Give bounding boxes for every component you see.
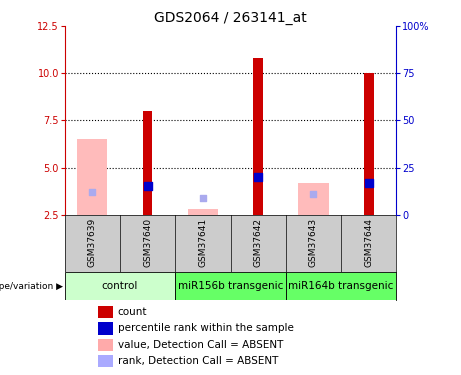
Text: GSM37639: GSM37639: [88, 218, 97, 267]
Text: miR164b transgenic: miR164b transgenic: [289, 281, 394, 291]
Point: [89, 189, 96, 195]
Point: [254, 174, 262, 180]
Title: GDS2064 / 263141_at: GDS2064 / 263141_at: [154, 11, 307, 25]
Point: [310, 191, 317, 197]
Text: percentile rank within the sample: percentile rank within the sample: [118, 324, 294, 333]
Bar: [98, 322, 112, 334]
Bar: [98, 339, 112, 351]
Point: [144, 183, 151, 189]
Bar: [142, 111, 153, 215]
Text: value, Detection Call = ABSENT: value, Detection Call = ABSENT: [118, 340, 283, 350]
Text: GSM37643: GSM37643: [309, 218, 318, 267]
Text: count: count: [118, 307, 147, 317]
Point: [199, 195, 207, 201]
Bar: [98, 306, 112, 318]
Bar: [77, 140, 107, 215]
Text: miR156b transgenic: miR156b transgenic: [178, 281, 283, 291]
Text: control: control: [102, 281, 138, 291]
Text: GSM37642: GSM37642: [254, 218, 263, 267]
Text: rank, Detection Call = ABSENT: rank, Detection Call = ABSENT: [118, 356, 278, 366]
Point: [365, 180, 372, 186]
Bar: [298, 183, 329, 215]
Bar: [188, 209, 218, 215]
Text: GSM37641: GSM37641: [198, 218, 207, 267]
Text: genotype/variation ▶: genotype/variation ▶: [0, 282, 64, 291]
Text: GSM37640: GSM37640: [143, 218, 152, 267]
Text: GSM37644: GSM37644: [364, 218, 373, 267]
Bar: [253, 58, 263, 215]
Bar: [175, 272, 286, 300]
Bar: [286, 272, 396, 300]
Bar: [98, 355, 112, 367]
Bar: [65, 272, 175, 300]
Bar: [364, 74, 374, 215]
